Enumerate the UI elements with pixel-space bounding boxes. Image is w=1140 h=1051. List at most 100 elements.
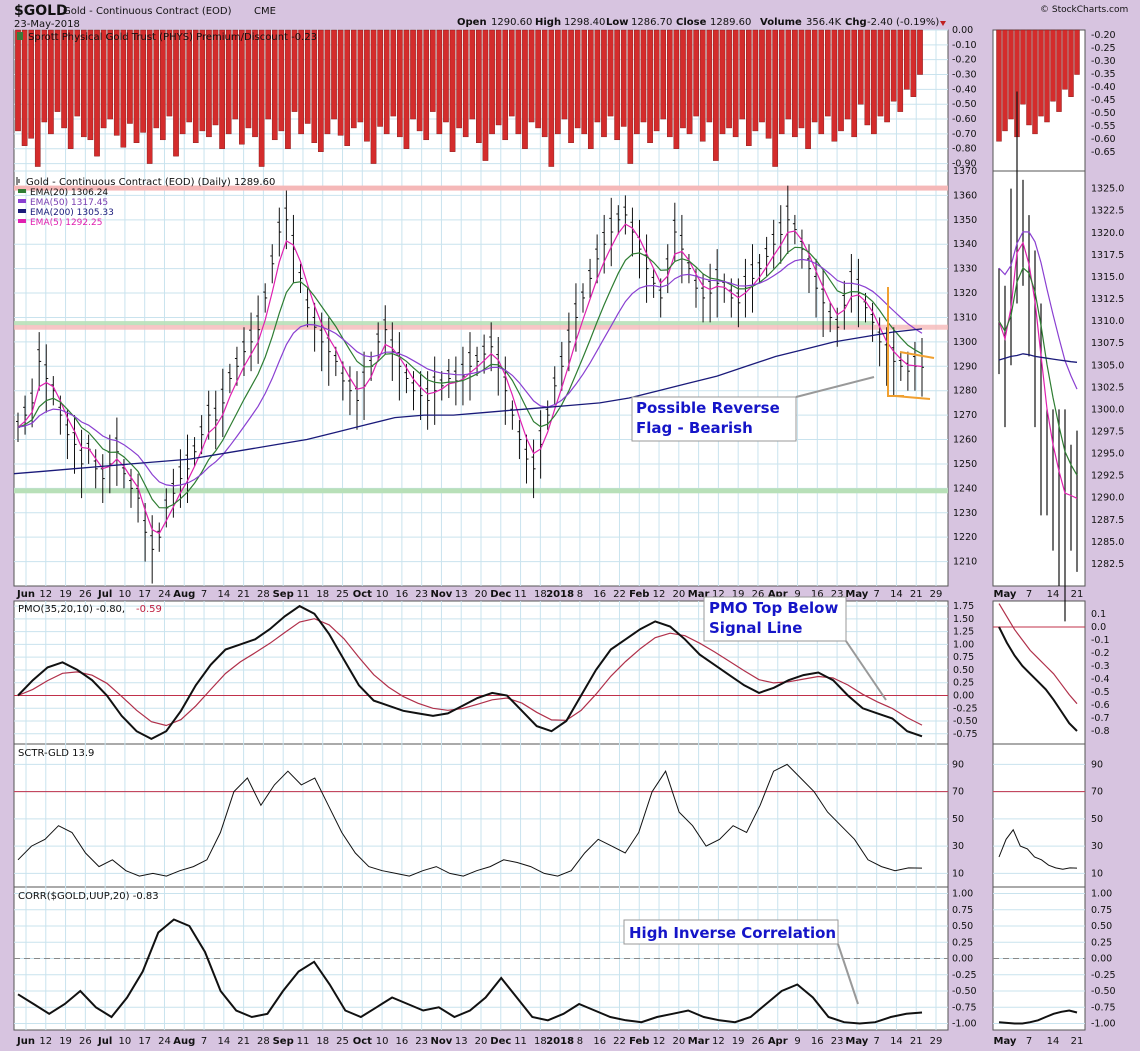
phys-bar	[535, 29, 541, 129]
phys-bar	[752, 29, 759, 132]
corr-x-label: 13	[455, 1036, 468, 1047]
phys-y-tick: -0.30	[952, 70, 977, 81]
phys-bar	[660, 29, 667, 120]
phys-bar	[436, 29, 443, 135]
pmo-y-tick: 0.00	[953, 690, 974, 701]
phys-zoom-bar	[1026, 29, 1032, 126]
price-y-tick: 1270	[953, 410, 977, 421]
corr-x-label: 14	[217, 1036, 230, 1047]
phys-bar	[897, 29, 904, 112]
phys-bar	[831, 29, 838, 142]
price-x-label: 20	[475, 589, 488, 600]
watermark: © StockCharts.com	[1040, 5, 1128, 15]
price-x-label: 16	[396, 589, 409, 600]
sctr-zoom-panel	[992, 743, 1086, 888]
phys-bar	[350, 29, 357, 129]
sctr-zoom-y-tick: 50	[1091, 814, 1103, 825]
flag-top	[899, 351, 935, 359]
price-title: Gold - Continuous Contract (EOD) (Daily)…	[26, 177, 275, 188]
phys-y-tick: -0.90	[952, 159, 977, 170]
price-x-label: 24	[158, 589, 171, 600]
ema200-swatch	[18, 209, 26, 213]
pmo-zoom-panel	[992, 600, 1086, 745]
phys-bar	[298, 29, 304, 135]
corr-x-label: 24	[158, 1036, 171, 1047]
price-bar-icon	[16, 177, 20, 185]
price-x-label: 25	[336, 589, 349, 600]
phys-bar	[127, 29, 133, 124]
phys-bar	[140, 29, 146, 133]
phys-bar	[884, 29, 890, 123]
phys-bar	[647, 29, 653, 144]
corr-x-label: 22	[613, 1036, 626, 1047]
phys-bar	[15, 29, 21, 132]
phys-bar	[581, 29, 588, 135]
phys-bar	[620, 29, 627, 127]
phys-bar	[746, 29, 752, 146]
corr-x-label: 23	[831, 1036, 844, 1047]
corr-x-label: 2018	[546, 1036, 574, 1047]
corr-x-label: 16	[396, 1036, 409, 1047]
price-x-label: 10	[376, 589, 389, 600]
phys-zoom-y-tick: -0.25	[1091, 43, 1116, 54]
corr-x-label: 21	[910, 1036, 923, 1047]
phys-zoom-y-tick: -0.60	[1091, 134, 1116, 145]
phys-bar	[587, 29, 594, 149]
price-x-label: Jun	[16, 589, 35, 600]
corr-annotation-text: High Inverse Correlation	[629, 924, 836, 942]
pmo-title: PMO(35,20,10) -0.80,	[18, 604, 125, 615]
phys-bar	[219, 29, 225, 149]
phys-bar	[179, 29, 186, 135]
phys-zoom-bar	[1032, 29, 1038, 135]
sctr-line	[17, 763, 923, 877]
sctr-title: SCTR-GLD 13.9	[18, 748, 94, 759]
phys-zoom-y-tick: -0.35	[1091, 69, 1116, 80]
phys-bar	[732, 29, 739, 138]
phys-bar	[666, 29, 673, 138]
price-x-label: Jul	[97, 589, 112, 600]
phys-bar	[397, 29, 403, 138]
phys-zoom-bar	[1050, 29, 1056, 102]
corr-zoom-x-label: 14	[1047, 1036, 1060, 1047]
phys-bar	[772, 29, 778, 167]
corr-y-tick: 0.50	[952, 921, 973, 932]
phys-bar	[34, 29, 41, 167]
corr-x-label: 10	[376, 1036, 389, 1047]
pmo-y-tick: 0.75	[953, 652, 974, 663]
price-x-label: 17	[138, 589, 151, 600]
price-x-label: 16	[811, 589, 824, 600]
low-value: 1286.70	[631, 17, 672, 28]
corr-y-tick: 0.00	[952, 954, 973, 965]
pmo-y-tick: 1.75	[953, 601, 974, 612]
flag-bottom	[894, 395, 931, 400]
phys-bar	[107, 29, 113, 120]
corr-x-label: Jun	[16, 1036, 35, 1047]
pmo-y-tick: -0.75	[953, 729, 978, 740]
phys-bar	[719, 29, 726, 135]
price-zoom-x-label: 14	[1047, 589, 1060, 600]
price-y-tick: 1230	[953, 508, 977, 519]
phys-bar	[311, 29, 318, 144]
tick-labels: 0.00 -0.10 -0.20 -0.30 -0.40 -0.50 -0.60 -0.70 -…	[16, 25, 1124, 1047]
pmo-zoom-y-tick: -0.4	[1091, 674, 1110, 685]
corr-zoom-y-tick: -0.25	[1091, 970, 1116, 981]
phys-bar	[324, 29, 331, 135]
phys-bar	[377, 29, 383, 127]
phys-zoom-y-tick: -0.55	[1091, 121, 1116, 132]
pmo-zoom-signal-line	[998, 603, 1078, 705]
corr-x-label: 7	[873, 1036, 879, 1047]
phys-bar	[265, 29, 272, 120]
phys-bar	[285, 29, 291, 149]
price-y-tick: 1330	[953, 264, 977, 275]
phys-zoom-bar	[1008, 29, 1014, 120]
pmo-y-tick: 0.50	[953, 665, 974, 676]
phys-bar	[877, 29, 884, 117]
corr-x-label: 11	[514, 1036, 527, 1047]
chg-value: -2.40 (-0.19%)	[867, 17, 939, 28]
phys-bar	[344, 29, 351, 146]
midline-support	[14, 321, 874, 326]
ema50-label: EMA(50) 1317.45	[30, 198, 108, 208]
price-x-label: Dec	[490, 589, 511, 600]
price-y-tick: 1260	[953, 435, 977, 446]
phys-zoom-y-tick: -0.20	[1091, 30, 1116, 41]
